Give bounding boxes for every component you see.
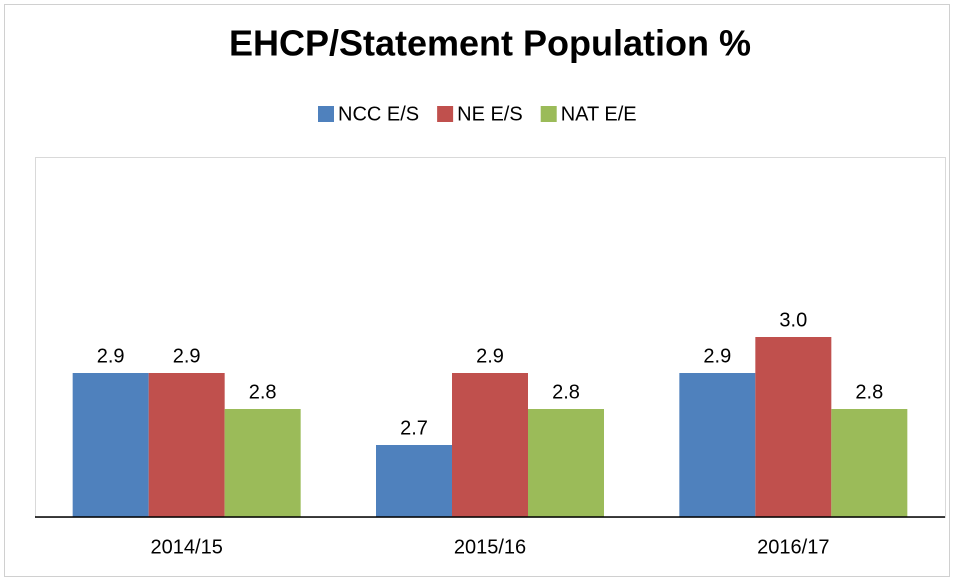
data-label: 2.7 <box>400 417 428 439</box>
data-label: 2.8 <box>249 381 277 403</box>
x-tick-label: 2015/16 <box>454 536 526 558</box>
bar <box>755 337 832 517</box>
bar <box>679 373 756 517</box>
bar <box>148 373 225 517</box>
legend-label: NE E/S <box>457 103 523 125</box>
bar <box>831 409 908 517</box>
data-label: 2.9 <box>476 345 504 367</box>
chart-title: EHCP/Statement Population % <box>229 23 751 64</box>
legend-swatch <box>318 106 334 122</box>
legend-swatch <box>437 106 454 122</box>
legend-label: NCC E/S <box>338 103 419 125</box>
x-tick-label: 2014/15 <box>151 536 223 558</box>
bar <box>528 409 604 517</box>
data-label: 2.8 <box>552 381 580 403</box>
legend-label: NAT E/E <box>561 103 637 125</box>
data-label: 2.9 <box>173 345 201 367</box>
data-label: 2.9 <box>703 345 731 367</box>
bar <box>72 373 149 517</box>
legend-swatch <box>540 106 557 122</box>
bar <box>452 373 528 517</box>
data-label: 2.9 <box>97 345 125 367</box>
data-label: 3.0 <box>779 309 807 331</box>
bar <box>376 445 452 517</box>
bar <box>224 409 301 517</box>
data-label: 2.8 <box>855 381 883 403</box>
x-tick-label: 2016/17 <box>757 536 829 558</box>
